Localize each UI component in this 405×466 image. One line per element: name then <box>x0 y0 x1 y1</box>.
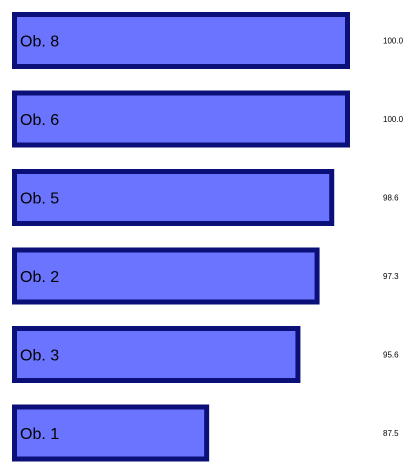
category-label: Ob. 6 <box>20 112 59 129</box>
bar-ob-2 <box>12 247 320 305</box>
category-label: Ob. 5 <box>20 191 59 208</box>
category-label: Ob. 2 <box>20 269 59 286</box>
category-label: Ob. 1 <box>20 426 59 443</box>
value-label: 97.3 <box>383 272 399 281</box>
category-label: Ob. 3 <box>20 348 59 365</box>
bar-ob-1 <box>12 404 210 462</box>
value-label: 100.0 <box>383 37 404 46</box>
value-label: 95.6 <box>383 351 399 360</box>
value-label: 100.0 <box>383 115 404 124</box>
bar-ob-6 <box>12 90 350 148</box>
bars-group: Ob. 8 100.0 Ob. 6 100.0 Ob. 5 98.6 Ob. 2 97.3 Ob… <box>12 12 404 462</box>
bar-ob-5 <box>12 169 335 226</box>
value-label: 98.6 <box>383 194 399 203</box>
bar-ob-3 <box>12 326 301 383</box>
category-label: Ob. 8 <box>20 34 59 51</box>
value-label: 87.5 <box>383 429 399 438</box>
bar-ob-8 <box>12 12 350 69</box>
